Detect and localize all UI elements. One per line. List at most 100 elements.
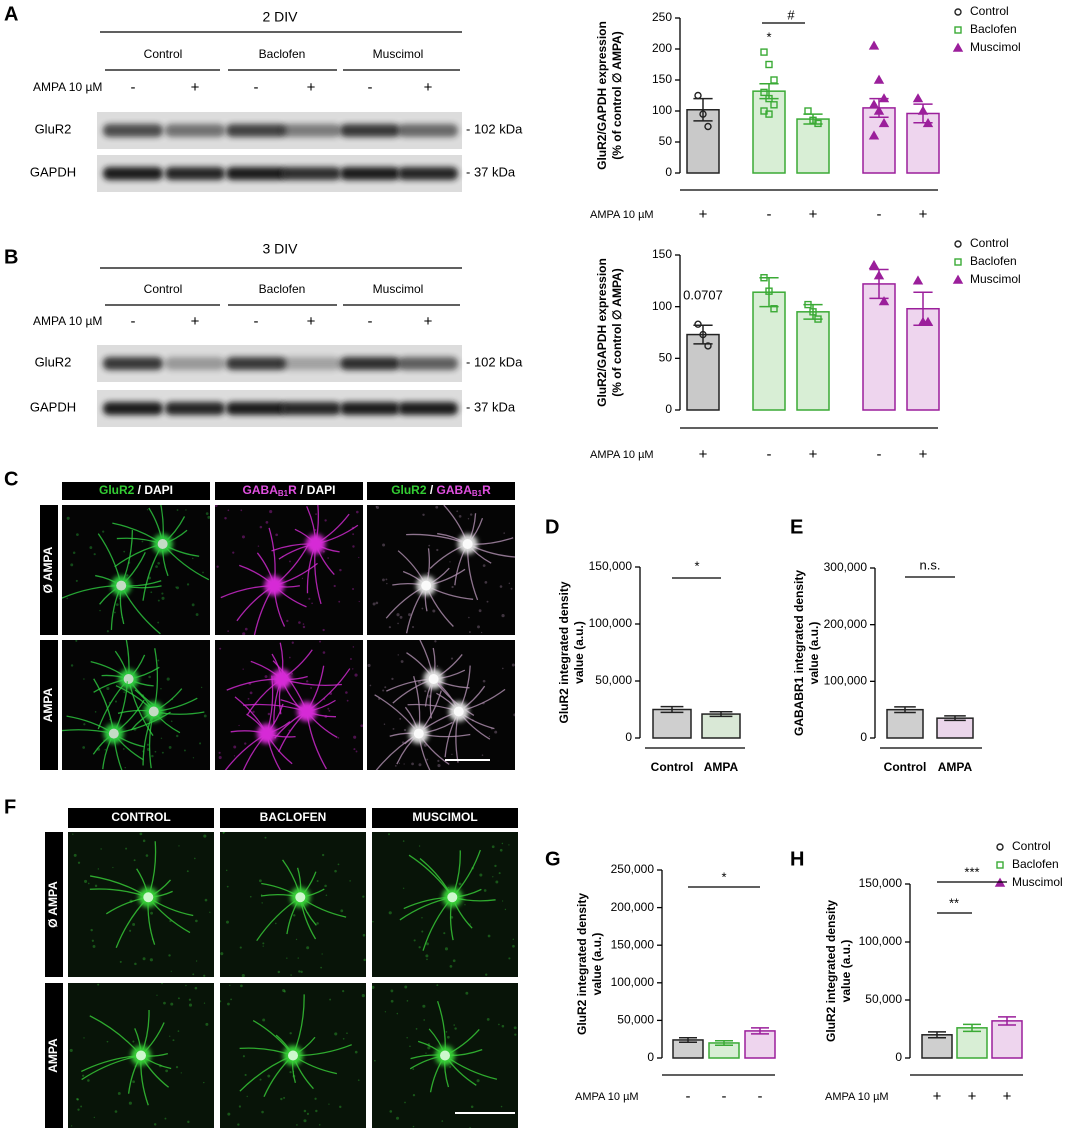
error-bar [869,97,889,118]
speckle [418,845,421,847]
nucleus [123,674,134,684]
speckle [350,658,352,660]
speckle [70,664,74,667]
speckle [142,957,146,961]
speckle [316,880,319,883]
speckle [259,1078,262,1081]
speckle [106,630,109,633]
data-point [868,40,880,50]
band [103,167,163,180]
legend-label: Control [970,4,1009,18]
speckle [94,711,97,713]
legend-marker [952,274,964,284]
speckle [239,946,242,949]
speckle [195,960,198,962]
speckle [402,887,405,889]
category-label: - [758,1088,763,1105]
category-label: - [686,1088,691,1105]
speckle [454,1027,457,1030]
annotation: * [766,29,771,44]
speckle [434,640,437,643]
speckle [360,724,363,728]
speckle [352,545,355,548]
soma [305,534,326,554]
speckle [458,882,462,886]
speckle [328,1103,330,1105]
speckle [358,556,360,559]
speckle [498,872,501,875]
lane-sign: + [191,79,200,96]
band [340,402,400,415]
bar [886,708,924,739]
speckle [412,1068,415,1070]
speckle [325,894,328,897]
band-size: - 37 kDa [466,399,516,414]
panel-letter: C [4,468,18,490]
lane-sign: + [307,79,316,96]
bar [752,291,786,411]
speckle [163,1001,166,1005]
nucleus [108,728,119,739]
band [103,357,163,370]
band [281,402,341,415]
speckle [394,765,397,767]
speckle [70,563,74,567]
speckle [283,1096,286,1099]
band-name: GluR2 [35,121,72,136]
data-point [694,91,702,100]
speckle [499,585,503,588]
speckle [92,945,96,948]
error-bar [759,276,779,308]
speckle [447,1035,450,1039]
column-header-text: GluR2 / DAPI [99,483,173,497]
speckle [320,966,323,969]
annotation: n.s. [920,557,941,572]
speckle [395,1116,400,1120]
error-bar [944,715,966,722]
speckle [421,930,424,933]
speckle [458,515,462,518]
speckle [444,947,449,951]
speckle [355,510,359,514]
data-point [760,48,768,56]
micrograph-image [215,640,363,770]
error-bar [751,1027,769,1035]
row-header-text: AMPA [41,687,55,722]
speckle [199,742,202,745]
speckle [126,574,129,577]
speckle [375,505,378,508]
panel-letter: E [790,516,803,538]
speckle [112,866,114,869]
speckle [355,750,358,753]
speckle [494,864,497,868]
category-label: AMPA [704,760,739,774]
soma [256,723,277,744]
speckle [426,942,429,946]
speckle [218,751,221,754]
error-bar [803,113,823,125]
speckle [264,836,267,839]
speckle [409,1045,411,1048]
speckle [290,974,292,976]
speckle [437,759,440,762]
header-part: B1 [472,489,483,498]
speckle [289,1071,292,1074]
speckle [422,1004,426,1008]
speckle [399,615,403,619]
group-label: Muscimol [373,282,424,296]
speckle [499,848,503,852]
band [340,124,400,137]
error-bar [869,268,889,300]
speckle [267,1074,271,1078]
band [226,357,286,370]
data-point [770,101,778,109]
lane-sign: + [191,313,200,330]
data-point [868,259,880,270]
speckle [180,1072,182,1074]
soma [264,575,285,596]
speckle [315,513,317,515]
speckle [316,922,319,925]
data-point [765,110,773,118]
speckle [421,607,424,610]
speckle [104,748,107,751]
